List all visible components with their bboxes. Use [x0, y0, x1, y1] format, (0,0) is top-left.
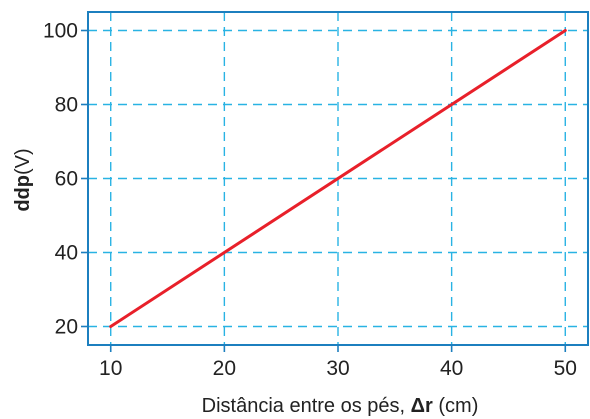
y-tick-labels: 20 40 60 80 100 — [43, 20, 78, 339]
y-tick-label: 40 — [55, 242, 78, 265]
tick-marks — [81, 29, 567, 352]
x-axis-title-text: Distância entre os pés, — [202, 395, 411, 417]
x-tick-labels: 10 20 30 40 50 — [99, 357, 577, 380]
x-axis-title-symbol: Δr — [411, 395, 433, 417]
y-axis-title: ddp(V) — [12, 148, 34, 211]
x-tick-label: 50 — [554, 357, 577, 380]
y-axis-title-symbol: ddp — [12, 175, 34, 212]
x-tick-label: 10 — [99, 357, 122, 380]
grid-lines — [88, 12, 588, 345]
series-layer — [109, 29, 567, 328]
y-tick-label: 60 — [55, 168, 78, 191]
y-tick-label: 100 — [43, 20, 78, 43]
y-axis-title-unit: (V) — [12, 148, 34, 175]
series-line — [109, 29, 567, 328]
x-axis-title-unit: (cm) — [433, 395, 479, 417]
x-axis-title: Distância entre os pés, Δr (cm) — [202, 395, 479, 417]
y-tick-label: 80 — [55, 94, 78, 117]
y-tick-label: 20 — [55, 316, 78, 339]
x-tick-label: 20 — [213, 357, 236, 380]
x-tick-label: 40 — [440, 357, 463, 380]
x-tick-label: 30 — [326, 357, 349, 380]
